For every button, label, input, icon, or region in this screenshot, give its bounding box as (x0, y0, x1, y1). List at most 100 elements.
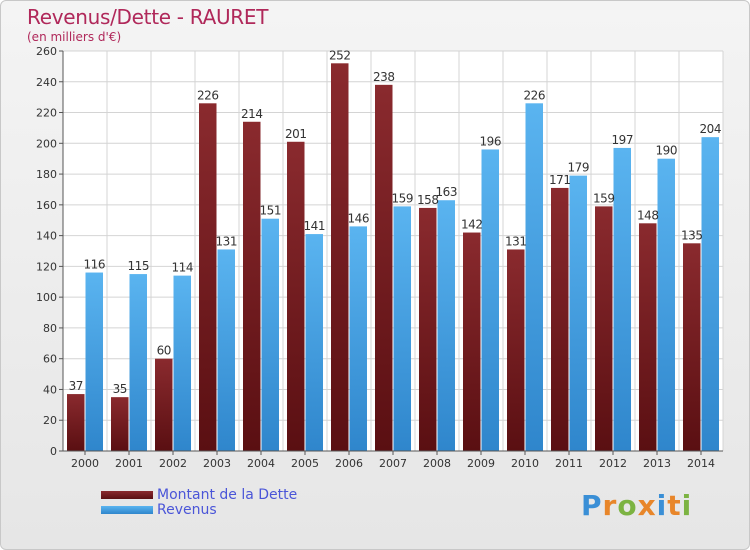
data-label: 226 (197, 88, 218, 102)
y-tick-label: 220 (36, 107, 57, 120)
bar-revenus (657, 158, 675, 451)
chart-legend: Montant de la Dette Revenus (101, 486, 298, 518)
y-tick-label: 40 (43, 383, 57, 396)
chart-subtitle: (en milliers d'€) (27, 30, 122, 44)
y-tick-label: 100 (36, 291, 57, 304)
data-label: 116 (84, 258, 105, 272)
bar-dette (639, 223, 657, 451)
x-tick-label: 2008 (423, 457, 451, 470)
chart-title: Revenus/Dette - RAURET (27, 5, 269, 29)
logo-letter: i (681, 489, 693, 522)
bar-dette (111, 397, 129, 451)
data-label: 151 (260, 204, 281, 218)
data-label: 131 (505, 234, 526, 248)
logo-letter: o (617, 489, 638, 522)
data-label: 141 (304, 219, 325, 233)
logo-letter: i (656, 489, 668, 522)
y-tick-label: 200 (36, 137, 57, 150)
x-tick-label: 2000 (71, 457, 99, 470)
logo-letter: P (581, 489, 603, 522)
bar-revenus (701, 137, 719, 451)
x-tick-label: 2001 (115, 457, 143, 470)
legend-label-revenus: Revenus (157, 501, 217, 518)
y-tick-label: 120 (36, 260, 57, 273)
bar-revenus (85, 272, 103, 451)
bar-revenus (481, 149, 499, 451)
x-tick-label: 2002 (159, 457, 187, 470)
data-label: 190 (656, 144, 677, 158)
x-tick-label: 2005 (291, 457, 319, 470)
bar-revenus (173, 275, 191, 451)
y-tick-label: 240 (36, 76, 57, 89)
data-label: 196 (480, 134, 501, 148)
data-label: 115 (128, 259, 149, 273)
y-tick-label: 160 (36, 199, 57, 212)
x-tick-label: 2007 (379, 457, 407, 470)
x-tick-label: 2003 (203, 457, 231, 470)
x-tick-label: 2013 (643, 457, 671, 470)
bar-revenus (217, 249, 235, 451)
data-label: 146 (348, 211, 369, 225)
data-label: 131 (216, 234, 237, 248)
y-tick-label: 140 (36, 230, 57, 243)
bar-dette (419, 207, 437, 451)
legend-swatch-revenus (101, 505, 153, 514)
data-label: 148 (637, 208, 658, 222)
bar-revenus (129, 274, 147, 451)
bar-revenus (349, 226, 367, 451)
data-label: 60 (157, 344, 171, 358)
bar-revenus (261, 218, 279, 451)
bar-dette (331, 63, 349, 452)
bar-dette (155, 358, 173, 451)
data-label: 201 (285, 127, 306, 141)
bar-revenus (569, 175, 587, 451)
data-label: 204 (700, 122, 721, 136)
x-tick-label: 2012 (599, 457, 627, 470)
bar-dette (683, 243, 701, 451)
bar-dette (67, 394, 85, 451)
bar-dette (243, 121, 261, 452)
data-label: 226 (524, 88, 545, 102)
data-label: 163 (436, 185, 457, 199)
y-tick-label: 80 (43, 322, 57, 335)
x-tick-label: 2011 (555, 457, 583, 470)
logo-letter: t (667, 489, 682, 522)
data-label: 159 (593, 191, 614, 205)
logo-letter: r (602, 489, 618, 522)
data-label: 158 (417, 193, 438, 207)
bar-dette (551, 187, 569, 451)
logo-letter: x (637, 489, 657, 522)
y-tick-label: 180 (36, 168, 57, 181)
x-tick-label: 2009 (467, 457, 495, 470)
data-label: 37 (69, 379, 83, 393)
y-tick-label: 20 (43, 414, 57, 427)
data-label: 179 (568, 161, 589, 175)
bar-dette (595, 206, 613, 451)
bar-dette (507, 249, 525, 451)
legend-item-debt: Montant de la Dette (101, 486, 298, 503)
x-tick-label: 2006 (335, 457, 363, 470)
legend-label-debt: Montant de la Dette (157, 486, 298, 503)
data-label: 238 (373, 70, 394, 84)
bar-revenus (437, 200, 455, 451)
bar-revenus (305, 234, 323, 451)
bar-dette (375, 84, 393, 451)
data-label: 197 (612, 133, 633, 147)
legend-item-revenus: Revenus (101, 501, 297, 518)
data-label: 35 (113, 382, 127, 396)
x-tick-label: 2014 (687, 457, 715, 470)
bar-revenus (393, 206, 411, 451)
data-label: 252 (329, 48, 350, 62)
bar-dette (463, 232, 481, 451)
x-tick-label: 2010 (511, 457, 539, 470)
data-label: 214 (241, 107, 262, 121)
bar-dette (199, 103, 217, 452)
legend-swatch-debt (101, 490, 153, 499)
proxiti-logo: Proxiti (581, 489, 692, 522)
data-label: 171 (549, 173, 570, 187)
x-tick-label: 2004 (247, 457, 275, 470)
y-tick-label: 60 (43, 353, 57, 366)
bar-revenus (613, 147, 631, 451)
